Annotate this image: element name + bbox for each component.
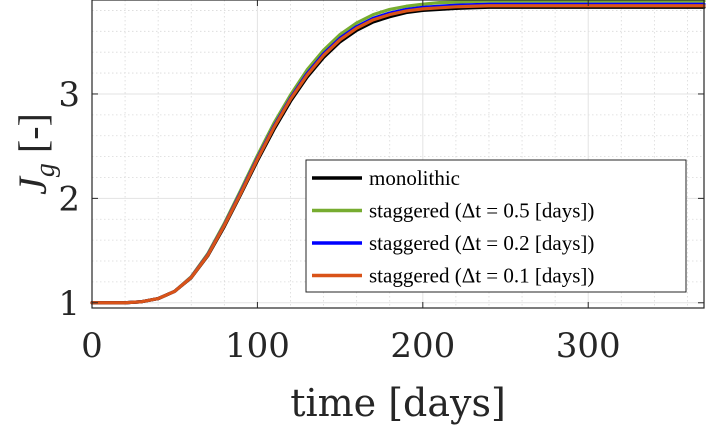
y-axis-label-subscript: g — [30, 163, 61, 177]
tick-labels: 0 100 200 300 1 2 3 — [58, 75, 620, 366]
legend-items: monolithic staggered (Δt = 0.5 [days]) sta… — [312, 166, 594, 288]
x-axis-label: time [days] — [290, 381, 506, 425]
x-tick-label: 200 — [390, 326, 455, 366]
legend-box — [305, 159, 687, 293]
x-tick-label: 300 — [556, 326, 621, 366]
x-tick-label: 0 — [81, 326, 103, 366]
legend: monolithic staggered (Δt = 0.5 [days]) sta… — [305, 159, 687, 293]
series-line-3 — [90, 4, 706, 305]
legend-label: monolithic — [369, 166, 460, 190]
legend-label: staggered (Δt = 0.1 [days]) — [369, 264, 594, 288]
series-lines — [90, 0, 706, 305]
y-axis-label-unit: [-] — [10, 113, 55, 153]
y-tick-label: 1 — [58, 284, 80, 324]
svg-text:Jg[-]: Jg [-] — [10, 113, 61, 195]
y-tick-label: 2 — [58, 179, 80, 219]
y-axis-label: Jg [-] — [10, 113, 61, 195]
y-tick-label: 3 — [58, 75, 80, 115]
legend-label: staggered (Δt = 0.2 [days]) — [369, 231, 594, 255]
plot-frame — [91, 0, 705, 309]
legend-label: staggered (Δt = 0.5 [days]) — [369, 199, 594, 223]
axis-ticks — [91, 0, 704, 308]
y-axis-label-main: J — [10, 175, 55, 195]
x-tick-label: 100 — [225, 326, 290, 366]
